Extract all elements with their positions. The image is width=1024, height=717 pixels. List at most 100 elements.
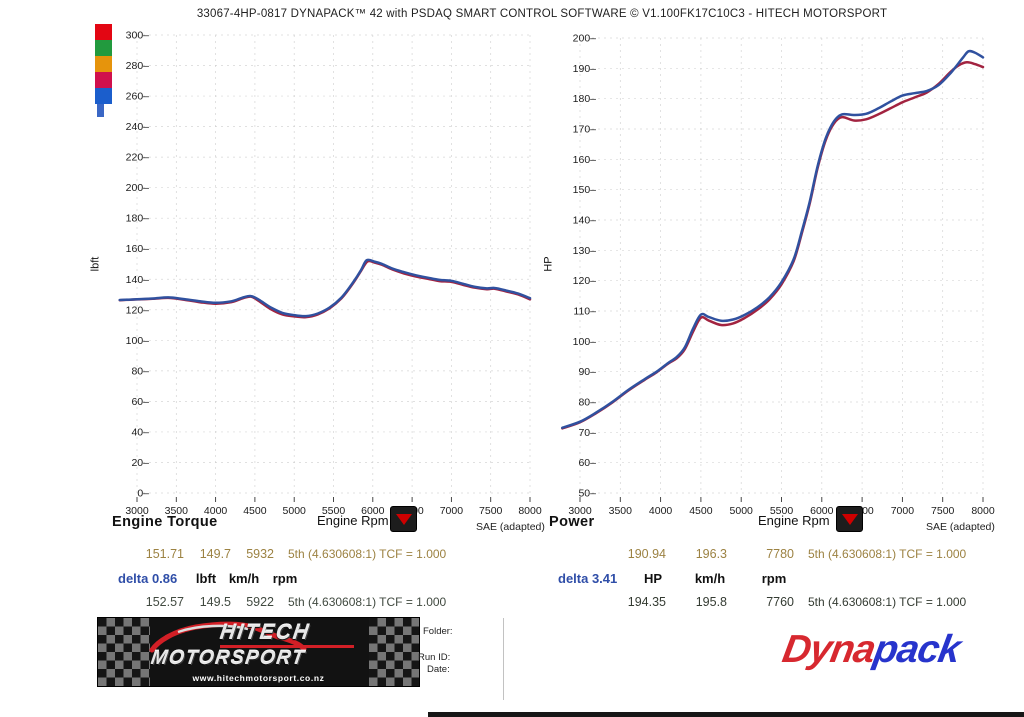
torque-runB-rpm: 5922 xyxy=(246,595,274,609)
dynapack-logo-part2: pack xyxy=(870,628,964,671)
torque-chart-canvas: 0– 20– 40– 60– 80– 100– 120– 140– 160– 180– 200– 22… xyxy=(118,30,542,517)
y-tick-label: 120– xyxy=(126,304,150,316)
series-curve-run-a-red xyxy=(561,61,985,430)
red-triangle-icon xyxy=(841,513,858,525)
power-runB-rpm: 7760 xyxy=(766,595,794,609)
power-x-axis-label: Engine Rpm xyxy=(758,513,830,528)
power-y-axis-label: HP xyxy=(542,256,555,272)
y-tick-label: 180– xyxy=(573,93,597,105)
x-tick-label: 4000 xyxy=(649,505,673,517)
y-tick-label: 160– xyxy=(126,243,150,255)
series-curve-run-b-blue xyxy=(561,49,985,430)
x-tick-label: 4500 xyxy=(689,505,713,517)
y-tick-label: 60– xyxy=(578,457,596,469)
y-tick-label: 90– xyxy=(578,366,596,378)
torque-rpm-marker-button[interactable] xyxy=(390,506,417,532)
power-runA-max: 190.94 xyxy=(627,547,666,561)
x-tick-label: 6000 xyxy=(361,505,385,517)
x-tick-label: 8000 xyxy=(518,505,542,517)
torque-unit-lbft: lbft xyxy=(195,571,217,586)
legend-swatch-crimson xyxy=(95,72,112,88)
x-tick-label: 3500 xyxy=(165,505,189,517)
power-rpm-marker-button[interactable] xyxy=(836,506,863,532)
y-tick-label: 200– xyxy=(126,182,150,194)
run-color-legend xyxy=(95,24,115,117)
torque-runA-max: 151.71 xyxy=(145,547,184,561)
legend-swatch-red xyxy=(95,24,112,40)
torque-y-axis-label: lbft xyxy=(89,256,102,272)
x-tick-label: 7500 xyxy=(479,505,503,517)
legend-swatch-blue xyxy=(95,88,112,104)
y-tick-label: 140– xyxy=(126,274,150,286)
torque-runB-speed: 149.5 xyxy=(199,595,231,609)
hitech-website-url: www.hitechmotorsport.co.nz xyxy=(192,673,325,683)
dynapack-logo: Dynapack xyxy=(779,628,963,672)
report-title: 33067-4HP-0817 DYNAPACK™ 42 with PSDAQ S… xyxy=(196,8,888,20)
y-tick-label: 170– xyxy=(573,124,597,136)
power-chart: 50– 60– 70– 80– 90– 100– 110– 120– 130– 140– 150– 1… xyxy=(540,18,1024,518)
checker-flag-left xyxy=(98,618,150,686)
y-tick-label: 80– xyxy=(131,365,149,377)
y-tick-label: 160– xyxy=(573,154,597,166)
y-tick-label: 130– xyxy=(573,245,597,257)
power-runB-max: 194.35 xyxy=(627,595,666,609)
power-runA-rpm: 7780 xyxy=(766,547,794,561)
page-bottom-edge-bar xyxy=(428,712,1024,717)
torque-delta: delta 0.86 xyxy=(118,571,178,586)
y-tick-label: 70– xyxy=(578,427,596,439)
motorsport-wordmark: MOTORSPORT xyxy=(149,647,307,669)
y-tick-label: 200– xyxy=(573,33,597,45)
y-tick-label: 50– xyxy=(578,488,596,500)
race-car-icon xyxy=(149,621,307,653)
y-tick-label: 190– xyxy=(573,63,597,75)
x-tick-label: 7500 xyxy=(931,505,955,517)
legend-swatch-stub xyxy=(97,104,104,117)
y-tick-label: 60– xyxy=(131,396,149,408)
torque-runA-rpm: 5932 xyxy=(246,547,274,561)
y-tick-label: 220– xyxy=(126,152,150,164)
y-tick-label: 260– xyxy=(126,91,150,103)
y-tick-label: 140– xyxy=(573,215,597,227)
footer-divider-line xyxy=(503,618,504,700)
dynapack-logo-part1: Dyna xyxy=(779,628,879,671)
torque-chart: 0– 20– 40– 60– 80– 100– 120– 140– 160– 180– 200– 22… xyxy=(85,18,545,518)
torque-runA-gear: 5th (4.630608:1) TCF = 1.000 xyxy=(288,547,447,561)
power-runA-speed: 196.3 xyxy=(695,547,727,561)
y-tick-label: 120– xyxy=(573,275,597,287)
x-tick-label: 5000 xyxy=(283,505,307,517)
torque-runA-speed: 149.7 xyxy=(199,547,231,561)
y-tick-label: 110– xyxy=(573,306,596,318)
power-unit-hp: HP xyxy=(643,571,663,586)
folder-label: Folder: xyxy=(423,626,453,637)
run-id-label: Run ID: xyxy=(418,652,451,663)
y-tick-label: 300– xyxy=(126,30,150,42)
x-tick-label: 6000 xyxy=(810,505,834,517)
date-label: Date: xyxy=(427,664,450,675)
torque-unit-kmh: km/h xyxy=(228,571,260,586)
y-tick-label: 150– xyxy=(573,184,597,196)
series-curve-run-b-blue xyxy=(118,258,532,318)
y-tick-label: 80– xyxy=(578,397,596,409)
power-sae-label: SAE (adapted) xyxy=(926,521,995,533)
hitech-motorsport-logo: HITECH MOTORSPORT www.hitechmotorsport.c… xyxy=(97,617,420,687)
torque-unit-rpm: rpm xyxy=(272,571,298,586)
power-runA-gear: 5th (4.630608:1) TCF = 1.000 xyxy=(808,547,967,561)
power-chart-title: Power xyxy=(549,514,595,530)
x-tick-label: 5500 xyxy=(770,505,794,517)
x-tick-label: 3500 xyxy=(609,505,633,517)
y-tick-label: 100– xyxy=(573,336,597,348)
power-runB-speed: 195.8 xyxy=(695,595,727,609)
x-tick-label: 5000 xyxy=(730,505,754,517)
power-chart-canvas: 50– 60– 70– 80– 90– 100– 110– 120– 130– 140– 150– 1… xyxy=(561,33,995,517)
x-tick-label: 8000 xyxy=(971,505,995,517)
power-unit-rpm: rpm xyxy=(761,571,787,586)
x-tick-label: 7000 xyxy=(891,505,915,517)
power-delta: delta 3.41 xyxy=(558,571,618,586)
legend-swatch-orange xyxy=(95,56,112,72)
y-tick-label: 180– xyxy=(126,213,150,225)
y-tick-label: 40– xyxy=(131,426,149,438)
hitech-wordmark: HITECH xyxy=(218,621,312,644)
torque-runB-gear: 5th (4.630608:1) TCF = 1.000 xyxy=(288,595,447,609)
x-tick-label: 4000 xyxy=(204,505,228,517)
